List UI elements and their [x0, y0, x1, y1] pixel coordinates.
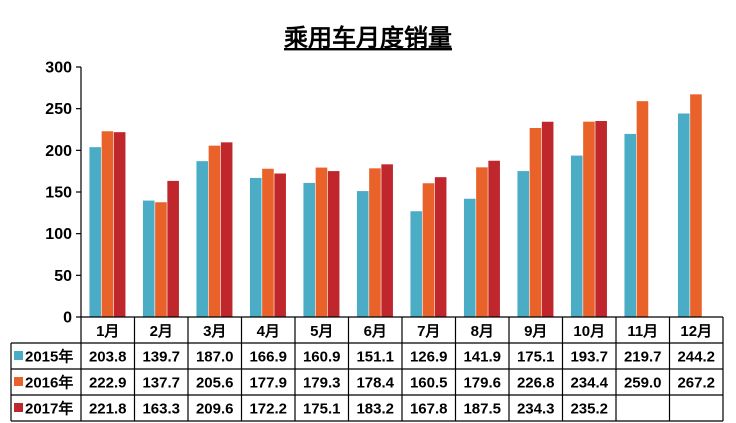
bar	[274, 173, 286, 317]
y-axis: 0 50 100 150 200 250 300	[45, 60, 82, 327]
legend-label: 2015年	[25, 348, 73, 366]
bar	[529, 128, 542, 317]
table-cell: 141.9	[463, 349, 501, 366]
table-cell: 179.6	[463, 375, 501, 392]
bars	[89, 94, 702, 318]
table-cell: 137.7	[142, 375, 180, 392]
data-table: 1月 2月 3月 4月 5月 6月 7月 8月 9月 10月 11月 12月 2015年 203.8 139…	[10, 316, 724, 422]
table-cell: 179.3	[303, 375, 341, 392]
bar	[220, 142, 233, 317]
bar	[677, 113, 690, 317]
category-label: 11月	[627, 323, 658, 340]
table-cell: 172.2	[249, 401, 287, 418]
bar	[410, 211, 423, 317]
bar	[636, 101, 649, 318]
y-tick-label: 100	[45, 226, 72, 243]
bar	[476, 167, 488, 317]
category-label: 10月	[573, 323, 605, 340]
table-cell: 163.3	[142, 401, 180, 418]
y-tick-label: 200	[45, 143, 72, 160]
table-cell: 209.6	[196, 401, 234, 418]
bar	[690, 94, 702, 317]
legend-swatch	[14, 403, 23, 412]
table-cell: 187.0	[196, 349, 234, 366]
y-tick-label: 50	[54, 268, 72, 285]
table-cell: 226.8	[517, 375, 555, 392]
table-cell: 167.8	[410, 401, 448, 418]
table-cell: 203.8	[89, 349, 127, 366]
table-cell: 151.1	[356, 349, 394, 366]
y-tick-label: 150	[45, 185, 72, 202]
table-cell: 175.1	[517, 349, 555, 366]
category-label: 6月	[364, 323, 387, 340]
bar	[583, 121, 595, 318]
bar	[262, 168, 274, 317]
table-cell: 234.3	[517, 401, 555, 418]
bar	[315, 167, 328, 317]
y-tick-label: 300	[45, 60, 72, 77]
bar	[517, 171, 530, 317]
chart-title: 乘用车月度销量	[283, 24, 452, 52]
table-cell: 235.2	[570, 401, 608, 418]
table-cell: 221.8	[89, 401, 127, 418]
table-cell: 244.2	[677, 349, 715, 366]
table-cell: 234.4	[570, 375, 608, 392]
bar	[196, 161, 209, 317]
y-tick-label: 250	[45, 101, 72, 118]
table-cell: 219.7	[624, 349, 662, 366]
bar	[570, 155, 583, 317]
bar	[303, 182, 316, 317]
table-cell: 126.9	[410, 349, 448, 366]
category-label: 1月	[96, 323, 119, 340]
bar	[89, 147, 102, 317]
bar	[463, 198, 476, 317]
bar	[167, 180, 179, 317]
bar	[356, 191, 369, 317]
category-label: 12月	[680, 323, 712, 340]
legend-label: 2017年	[25, 400, 73, 418]
category-label: 2月	[150, 323, 173, 340]
bar	[422, 183, 435, 317]
table-cell: 222.9	[89, 375, 127, 392]
bar	[142, 200, 155, 317]
table-cell: 187.5	[463, 401, 501, 418]
category-label: 5月	[310, 323, 333, 340]
bar	[155, 202, 167, 317]
table-cell: 259.0	[624, 375, 662, 392]
table-cell: 177.9	[249, 375, 287, 392]
table-cell: 205.6	[196, 375, 234, 392]
bar	[624, 133, 637, 317]
category-label: 9月	[524, 323, 547, 340]
bar	[113, 132, 126, 317]
bar	[434, 177, 447, 317]
legend-swatch	[14, 351, 23, 360]
category-label: 8月	[471, 323, 494, 340]
bar	[595, 121, 607, 317]
bar	[541, 121, 554, 317]
category-label: 7月	[417, 323, 440, 340]
table-cell: 139.7	[142, 349, 180, 366]
bar	[327, 171, 340, 317]
bar	[381, 164, 393, 317]
bar	[369, 168, 381, 317]
table-cell: 267.2	[677, 375, 715, 392]
table-cell: 160.5	[410, 375, 448, 392]
table-cell: 175.1	[303, 401, 341, 418]
table-cell: 160.9	[303, 349, 341, 366]
y-tick-label: 0	[63, 310, 72, 327]
bar	[249, 177, 262, 317]
table-cell: 166.9	[249, 349, 287, 366]
bar	[101, 131, 114, 317]
category-label: 3月	[203, 323, 226, 340]
category-label: 4月	[257, 323, 280, 340]
legend-swatch	[14, 377, 23, 386]
legend-label: 2016年	[25, 374, 73, 392]
table-cell: 183.2	[356, 401, 394, 418]
table-cell: 193.7	[570, 349, 608, 366]
table-cell: 178.4	[356, 375, 394, 392]
bar	[208, 145, 221, 317]
bar	[488, 160, 500, 317]
